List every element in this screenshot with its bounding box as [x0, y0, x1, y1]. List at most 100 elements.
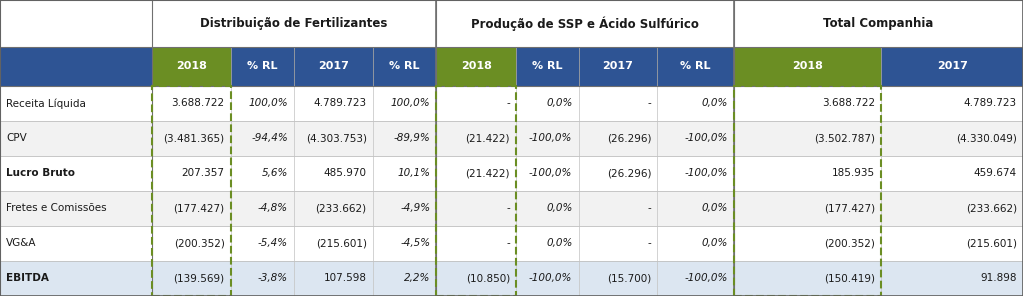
Text: 91.898: 91.898 [980, 274, 1017, 284]
Bar [436, 261, 516, 296]
Text: 2018: 2018 [176, 61, 207, 71]
Bar [372, 191, 436, 226]
Bar [0, 0, 151, 47]
Bar [882, 121, 1023, 156]
Bar [657, 86, 733, 121]
Text: 0,0%: 0,0% [702, 239, 728, 248]
Text: -5,4%: -5,4% [258, 239, 288, 248]
Text: 100,0%: 100,0% [249, 98, 288, 108]
Text: 3.688.722: 3.688.722 [822, 98, 876, 108]
Bar [372, 47, 436, 86]
Text: 459.674: 459.674 [974, 168, 1017, 178]
Bar [579, 121, 657, 156]
Text: -100,0%: -100,0% [529, 274, 573, 284]
Text: -100,0%: -100,0% [529, 133, 573, 143]
Text: -100,0%: -100,0% [529, 168, 573, 178]
Text: 107.598: 107.598 [323, 274, 366, 284]
Text: % RL: % RL [680, 61, 711, 71]
Bar [579, 47, 657, 86]
Text: (177.427): (177.427) [174, 203, 225, 213]
Text: VG&A: VG&A [6, 239, 37, 248]
Bar [579, 226, 657, 261]
Bar [657, 226, 733, 261]
Text: 2018: 2018 [460, 61, 492, 71]
Text: 10,1%: 10,1% [397, 168, 430, 178]
Bar [151, 121, 231, 156]
Bar [657, 191, 733, 226]
Text: CPV: CPV [6, 133, 27, 143]
Bar [516, 261, 579, 296]
Text: (26.296): (26.296) [607, 168, 651, 178]
Text: 2017: 2017 [318, 61, 349, 71]
Bar [436, 121, 516, 156]
Bar [579, 156, 657, 191]
Bar [516, 86, 579, 121]
Bar [436, 191, 516, 226]
Bar [657, 156, 733, 191]
Text: 2017: 2017 [937, 61, 968, 71]
Bar [436, 156, 516, 191]
Text: -: - [506, 203, 509, 213]
Text: Lucro Bruto: Lucro Bruto [6, 168, 75, 178]
Bar [882, 47, 1023, 86]
Bar [372, 226, 436, 261]
Text: -89,9%: -89,9% [394, 133, 430, 143]
Text: 0,0%: 0,0% [546, 98, 573, 108]
Text: (10.850): (10.850) [465, 274, 509, 284]
Bar [436, 86, 516, 296]
Bar [0, 86, 151, 121]
Text: % RL: % RL [390, 61, 419, 71]
Bar [295, 261, 372, 296]
Text: 4.789.723: 4.789.723 [314, 98, 366, 108]
Text: -100,0%: -100,0% [684, 133, 728, 143]
Bar [151, 191, 231, 226]
Bar [372, 121, 436, 156]
Bar [295, 47, 372, 86]
Bar [231, 121, 295, 156]
Text: -: - [648, 239, 651, 248]
Bar [735, 156, 882, 191]
Text: (215.601): (215.601) [966, 239, 1017, 248]
Text: 2018: 2018 [792, 61, 824, 71]
Bar [579, 191, 657, 226]
Text: % RL: % RL [248, 61, 277, 71]
Bar [0, 226, 151, 261]
Text: % RL: % RL [532, 61, 563, 71]
Text: 5,6%: 5,6% [262, 168, 288, 178]
Text: (200.352): (200.352) [825, 239, 876, 248]
Bar [516, 121, 579, 156]
Bar [151, 47, 231, 86]
Bar [735, 191, 882, 226]
Text: -3,8%: -3,8% [258, 274, 288, 284]
Text: Fretes e Comissões: Fretes e Comissões [6, 203, 106, 213]
Bar [735, 226, 882, 261]
Bar [657, 47, 733, 86]
Bar [295, 191, 372, 226]
Bar [372, 261, 436, 296]
Text: -94,4%: -94,4% [252, 133, 288, 143]
Text: -4,8%: -4,8% [258, 203, 288, 213]
Bar [735, 86, 882, 121]
Bar [151, 226, 231, 261]
Text: 185.935: 185.935 [832, 168, 876, 178]
Bar [735, 0, 1023, 47]
Text: (4.303.753): (4.303.753) [306, 133, 366, 143]
Bar [579, 86, 657, 121]
Text: -4,5%: -4,5% [400, 239, 430, 248]
Text: Produção de SSP e Ácido Sulfúrico: Produção de SSP e Ácido Sulfúrico [472, 16, 699, 30]
Text: 3.688.722: 3.688.722 [172, 98, 225, 108]
Text: Receita Líquida: Receita Líquida [6, 98, 86, 109]
Text: -100,0%: -100,0% [684, 274, 728, 284]
Text: 0,0%: 0,0% [546, 203, 573, 213]
Text: (150.419): (150.419) [825, 274, 876, 284]
Text: (4.330.049): (4.330.049) [955, 133, 1017, 143]
Text: 485.970: 485.970 [323, 168, 366, 178]
Bar [372, 156, 436, 191]
Text: Total Companhia: Total Companhia [824, 17, 934, 30]
Bar [436, 86, 516, 121]
Text: -: - [648, 98, 651, 108]
Text: Distribuição de Fertilizantes: Distribuição de Fertilizantes [201, 17, 388, 30]
Bar [295, 121, 372, 156]
Text: (233.662): (233.662) [316, 203, 366, 213]
Bar [735, 261, 882, 296]
